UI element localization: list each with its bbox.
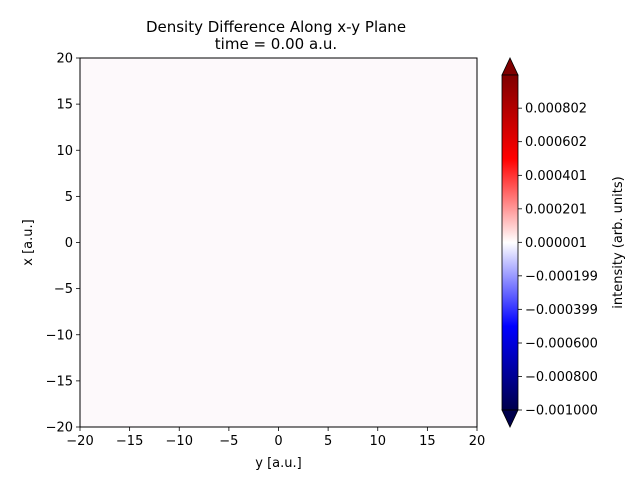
colorbar-extend-min: [501, 409, 519, 428]
chart-title: Density Difference Along x-y Plane: [146, 18, 406, 36]
x-tick-label: 5: [324, 434, 332, 449]
x-tick-label: 0: [274, 434, 282, 449]
x-tick-label: 15: [419, 434, 436, 449]
y-tick-label: −10: [46, 328, 73, 343]
colorbar-extend-max: [501, 57, 519, 76]
x-axis-ticks: −20 −15 −10 −5 0 5 10 15 20: [66, 427, 485, 449]
colorbar-tick-label: 0.000401: [525, 169, 587, 184]
colorbar-tick-label: −0.000800: [525, 370, 598, 385]
y-tick-label: 0: [65, 236, 73, 251]
colorbar-ticks: −0.001000 −0.000800 −0.000600 −0.000399 −0.0…: [518, 102, 598, 419]
y-tick-label: −5: [54, 282, 73, 297]
y-tick-label: −20: [46, 421, 73, 436]
colorbar-tick-label: −0.000600: [525, 337, 598, 352]
colorbar-tick-label: −0.000199: [525, 269, 598, 284]
x-tick-label: 10: [369, 434, 386, 449]
y-tick-label: −15: [46, 374, 73, 389]
x-tick-label: 20: [469, 434, 486, 449]
colorbar-tick-label: 0.000602: [525, 135, 587, 150]
colorbar-label: intensity (arb. units): [611, 176, 626, 308]
colorbar-tick-label: 0.000201: [525, 202, 587, 217]
y-axis-ticks: −20 −15 −10 −5 0 5 10 15 20: [46, 52, 80, 436]
x-tick-label: −20: [66, 434, 93, 449]
colorbar-tick-label: −0.000399: [525, 303, 598, 318]
x-tick-label: −5: [219, 434, 238, 449]
density-field: [80, 58, 477, 427]
y-tick-label: 10: [56, 144, 73, 159]
y-tick-label: 5: [65, 190, 73, 205]
x-tick-label: −10: [166, 434, 193, 449]
y-tick-label: 20: [56, 52, 73, 67]
colorbar-tick-label: −0.001000: [525, 404, 598, 419]
y-tick-label: 15: [56, 98, 73, 113]
y-axis-label: x [a.u.]: [21, 219, 36, 265]
x-tick-label: −15: [116, 434, 143, 449]
colorbar-tick-label: 0.000001: [525, 236, 587, 251]
colorbar: [502, 75, 518, 410]
x-axis-label: y [a.u.]: [255, 456, 301, 471]
chart-subtitle: time = 0.00 a.u.: [215, 35, 337, 53]
colorbar-tick-label: 0.000802: [525, 102, 587, 117]
